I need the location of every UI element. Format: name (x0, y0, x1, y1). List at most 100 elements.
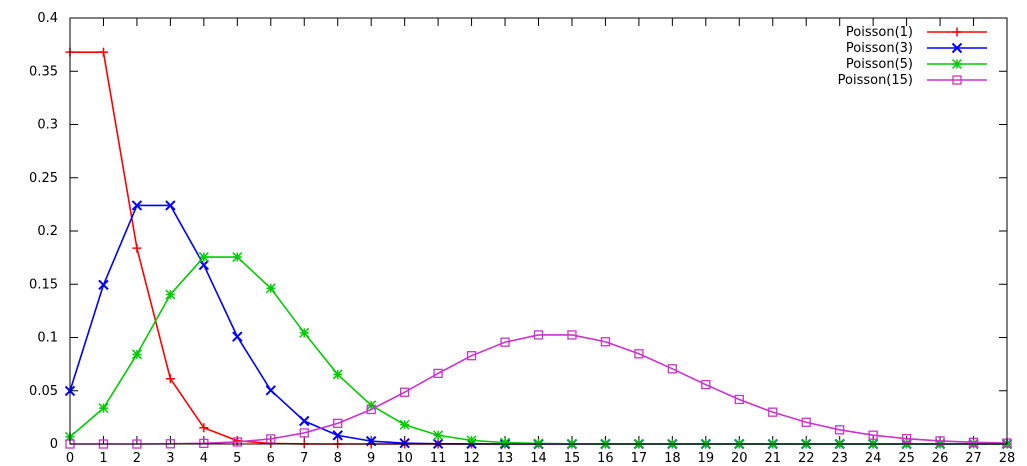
data-point-square (232, 437, 242, 447)
y-tick-label: 0.15 (29, 277, 58, 292)
data-point-plus (132, 243, 142, 253)
y-tick-label: 0.05 (29, 384, 58, 399)
x-tick-label: 26 (932, 451, 949, 466)
x-tick-label: 3 (166, 451, 174, 466)
data-point-square (600, 337, 611, 347)
legend-label: Poisson(15) (838, 73, 913, 88)
series-Poisson(3) (64, 200, 1013, 450)
x-tick-label: 22 (798, 451, 815, 466)
y-tick-label: 0.25 (29, 171, 58, 186)
data-point-square (533, 330, 544, 340)
data-point-square (734, 394, 744, 405)
x-tick-label: 28 (999, 451, 1016, 466)
x-axis-ticks: 0 1 2 3 4 5 6 7 8 9 10 11 12 13 14 15 16 17 18 19 20 21 22 23 24… (66, 18, 1015, 466)
data-point-x (399, 437, 410, 449)
data-point-x (332, 430, 343, 441)
x-tick-label: 6 (267, 451, 275, 466)
x-tick-label: 15 (564, 451, 581, 466)
data-point-square (433, 368, 443, 379)
plot-frame (69, 17, 1008, 445)
data-point-x (131, 200, 143, 211)
data-point-square (266, 434, 276, 444)
data-point-star (165, 289, 176, 300)
data-point-plus (199, 423, 209, 433)
data-point-square (835, 425, 845, 435)
data-point-star (500, 437, 511, 448)
y-tick-label: 0 (50, 437, 58, 452)
data-point-star (265, 283, 276, 294)
series-line (70, 334, 1008, 445)
data-point-square (768, 407, 778, 417)
x-tick-label: 12 (463, 451, 480, 466)
x-tick-label: 10 (396, 451, 413, 466)
data-point-star (131, 349, 142, 360)
data-point-square (466, 351, 477, 361)
data-point-star (399, 419, 410, 430)
data-point-square (634, 349, 644, 359)
data-point-x (198, 259, 210, 271)
data-point-plus (98, 47, 108, 57)
data-point-square (701, 380, 711, 390)
data-point-plus (952, 27, 962, 37)
x-tick-label: 14 (530, 451, 547, 466)
x-tick-label: 24 (865, 451, 882, 466)
x-tick-label: 23 (831, 451, 848, 466)
data-point-star (198, 252, 209, 263)
x-tick-label: 0 (66, 451, 74, 466)
x-tick-label: 27 (965, 451, 982, 466)
legend-label: Poisson(1) (846, 25, 913, 40)
series-Poisson(5) (64, 252, 1013, 450)
x-tick-label: 20 (731, 451, 748, 466)
x-tick-label: 21 (764, 451, 781, 466)
data-point-square (399, 387, 410, 397)
data-point-square (868, 430, 878, 440)
x-tick-label: 16 (597, 451, 614, 466)
data-point-square (333, 418, 343, 428)
x-tick-label: 9 (367, 451, 375, 466)
data-point-star (232, 252, 243, 263)
series-layer (64, 47, 1013, 450)
data-point-star (951, 58, 963, 70)
x-tick-label: 13 (497, 451, 514, 466)
data-point-square (567, 330, 577, 340)
data-point-star (332, 369, 343, 380)
data-point-x (165, 200, 176, 211)
x-tick-label: 7 (300, 451, 308, 466)
data-point-star (466, 435, 477, 446)
data-point-x (265, 385, 276, 396)
data-point-square (299, 428, 309, 438)
y-tick-label: 0.2 (37, 224, 58, 239)
data-point-x (232, 331, 243, 342)
data-point-star (533, 438, 544, 449)
data-point-x (951, 42, 963, 54)
data-point-x (98, 279, 109, 291)
data-point-star (299, 327, 310, 338)
data-point-square (500, 337, 510, 347)
data-point-star (98, 403, 109, 414)
x-tick-label: 4 (200, 451, 208, 466)
x-tick-label: 17 (631, 451, 648, 466)
y-tick-label: 0.1 (37, 331, 58, 346)
x-tick-label: 11 (430, 451, 447, 466)
series-line (69, 256, 1007, 445)
y-tick-label: 0.4 (37, 11, 58, 26)
y-axis-ticks: 0 0.05 0.1 0.15 0.2 0.25 0.3 0.35 0.4 (29, 11, 1007, 452)
data-point-square (801, 417, 811, 427)
data-point-square (935, 436, 945, 446)
y-tick-label: 0.35 (29, 64, 58, 79)
data-point-x (299, 415, 310, 427)
data-point-plus (165, 374, 175, 384)
data-point-square (901, 434, 912, 444)
data-point-star (433, 430, 444, 441)
series-Poisson(15) (65, 330, 1012, 449)
x-tick-label: 8 (334, 451, 342, 466)
x-tick-label: 1 (99, 451, 107, 466)
data-point-square (366, 404, 376, 415)
x-tick-label: 5 (233, 451, 241, 466)
x-tick-label: 2 (133, 451, 141, 466)
data-point-square (199, 438, 209, 449)
data-point-square (968, 437, 979, 447)
data-point-square (952, 75, 962, 85)
series-Poisson(1) (65, 47, 1012, 449)
